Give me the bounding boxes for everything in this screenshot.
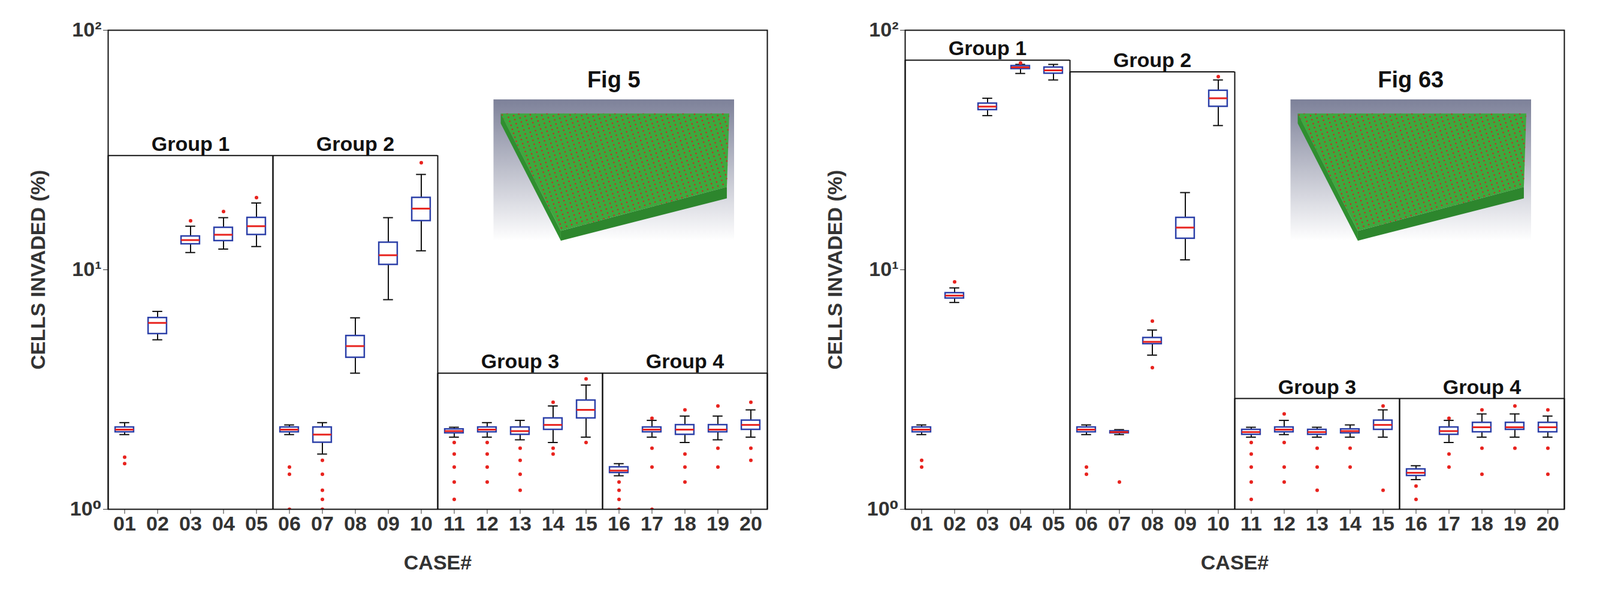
- svg-text:09: 09: [1173, 512, 1197, 536]
- svg-text:14: 14: [541, 512, 565, 536]
- svg-text:15: 15: [574, 512, 598, 536]
- svg-text:10¹: 10¹: [868, 257, 899, 281]
- svg-text:16: 16: [607, 512, 631, 536]
- svg-text:05: 05: [245, 512, 268, 536]
- svg-text:16: 16: [1404, 512, 1428, 536]
- svg-text:14: 14: [1338, 512, 1362, 536]
- svg-text:12: 12: [1272, 512, 1296, 536]
- svg-text:06: 06: [1075, 512, 1098, 536]
- svg-text:19: 19: [1503, 512, 1527, 536]
- svg-text:07: 07: [311, 512, 334, 536]
- svg-text:13: 13: [1305, 512, 1329, 536]
- svg-text:05: 05: [1042, 512, 1065, 536]
- svg-text:Group 3: Group 3: [481, 349, 560, 373]
- svg-text:10⁰: 10⁰: [867, 497, 899, 521]
- svg-text:Group 4: Group 4: [645, 349, 724, 373]
- svg-text:Group 2: Group 2: [1113, 48, 1192, 72]
- svg-text:11: 11: [443, 512, 466, 536]
- svg-text:10: 10: [1206, 512, 1230, 536]
- svg-text:CELLS INVADED (%): CELLS INVADED (%): [823, 170, 847, 371]
- svg-text:17: 17: [640, 512, 664, 536]
- svg-text:11: 11: [1240, 512, 1263, 536]
- svg-text:10¹: 10¹: [71, 257, 102, 281]
- svg-text:17: 17: [1437, 512, 1461, 536]
- svg-text:CASE#: CASE#: [403, 551, 472, 575]
- svg-text:Group 3: Group 3: [1278, 375, 1357, 399]
- svg-text:CELLS INVADED (%): CELLS INVADED (%): [26, 170, 50, 371]
- svg-text:10²: 10²: [71, 17, 102, 41]
- svg-text:13: 13: [508, 512, 532, 536]
- svg-text:20: 20: [739, 512, 763, 536]
- svg-text:19: 19: [706, 512, 730, 536]
- svg-text:07: 07: [1108, 512, 1131, 536]
- svg-text:18: 18: [673, 512, 697, 536]
- svg-text:04: 04: [1009, 512, 1032, 536]
- svg-text:Group 4: Group 4: [1442, 375, 1521, 399]
- svg-text:12: 12: [475, 512, 499, 536]
- svg-text:09: 09: [376, 512, 400, 536]
- svg-text:01: 01: [910, 512, 934, 536]
- svg-text:02: 02: [943, 512, 966, 536]
- svg-text:10⁰: 10⁰: [70, 497, 102, 521]
- svg-text:10: 10: [409, 512, 433, 536]
- svg-text:15: 15: [1371, 512, 1395, 536]
- svg-text:Group 1: Group 1: [151, 132, 230, 156]
- svg-text:20: 20: [1536, 512, 1560, 536]
- svg-text:04: 04: [212, 512, 235, 536]
- svg-text:CASE#: CASE#: [1200, 551, 1269, 575]
- svg-text:08: 08: [343, 512, 367, 536]
- svg-text:Fig 5: Fig 5: [587, 67, 641, 93]
- svg-text:01: 01: [113, 512, 137, 536]
- svg-text:Group 1: Group 1: [948, 36, 1027, 60]
- svg-text:18: 18: [1470, 512, 1494, 536]
- svg-text:03: 03: [976, 512, 999, 536]
- svg-text:06: 06: [278, 512, 301, 536]
- svg-text:Fig 63: Fig 63: [1377, 67, 1444, 93]
- svg-text:03: 03: [179, 512, 202, 536]
- svg-text:Group 2: Group 2: [316, 132, 395, 156]
- svg-text:02: 02: [146, 512, 169, 536]
- svg-text:10²: 10²: [868, 17, 899, 41]
- svg-text:08: 08: [1140, 512, 1164, 536]
